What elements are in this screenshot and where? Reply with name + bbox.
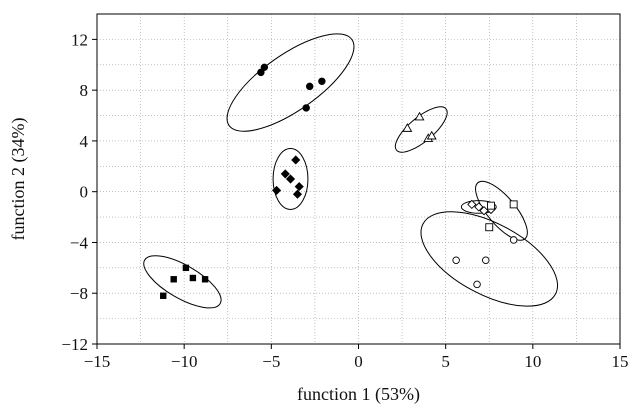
cluster-ellipses	[143, 33, 559, 309]
y-tick-label: −4	[70, 233, 89, 252]
x-tick-label: −10	[171, 352, 198, 371]
cluster-ellipse-open-circle	[420, 211, 559, 307]
cluster-ellipse-filled-diamond	[272, 148, 309, 210]
y-tick-label: 8	[80, 81, 89, 100]
cluster-ellipse-open-square	[475, 180, 528, 241]
data-point-open-circle	[482, 256, 490, 264]
data-point-open-diamond	[467, 199, 477, 210]
data-point-filled-diamond	[291, 155, 301, 165]
data-point-filled-square	[170, 276, 177, 283]
data-point-open-circle	[509, 236, 518, 244]
y-axis-title: function 2 (34%)	[8, 118, 29, 241]
x-axis-title: function 1 (53%)	[297, 384, 420, 405]
data-point-open-triangle	[426, 130, 437, 140]
data-point-filled-circle	[260, 63, 269, 72]
data-point-filled-square	[182, 264, 190, 272]
grid	[97, 14, 620, 344]
cluster-ellipse-filled-circle	[226, 33, 355, 132]
data-point-filled-square	[189, 274, 197, 282]
ticks: −15 −10 −5 0 5 10 15 −12 −8 −4 0 4 8 12	[61, 30, 628, 371]
x-tick-label: −15	[84, 352, 111, 371]
data-point-filled-circle	[318, 77, 326, 85]
data-point-filled-diamond	[294, 182, 304, 192]
data-point-open-square	[485, 223, 494, 232]
cluster-ellipse-open-triangle	[394, 106, 448, 153]
data-point-filled-circle	[257, 68, 265, 77]
y-tick-label: 0	[80, 183, 89, 202]
data-point-filled-circle	[305, 82, 314, 91]
data-point-filled-diamond	[271, 185, 282, 195]
data-point-open-square	[509, 200, 518, 209]
x-tick-label: 15	[612, 352, 629, 371]
x-tick-label: 10	[524, 352, 541, 371]
y-tick-label: 12	[71, 30, 88, 49]
data-point-open-triangle	[402, 123, 413, 132]
y-tick-label: −8	[70, 284, 88, 303]
data-point-filled-square	[201, 276, 209, 283]
data-points	[160, 63, 518, 299]
data-point-open-triangle	[414, 111, 425, 121]
y-tick-label: −12	[61, 335, 88, 354]
cluster-ellipse-filled-square	[143, 255, 222, 309]
data-point-filled-diamond	[292, 189, 303, 199]
data-point-open-circle	[452, 256, 460, 264]
y-tick-label: 4	[80, 132, 89, 151]
data-point-filled-diamond	[280, 169, 290, 179]
data-point-filled-circle	[302, 104, 310, 112]
x-tick-label: −5	[262, 352, 280, 371]
x-tick-label: 5	[441, 352, 450, 371]
data-point-filled-diamond	[285, 174, 296, 184]
data-point-open-diamond	[474, 202, 484, 212]
x-tick-label: 0	[354, 352, 363, 371]
data-point-open-circle	[473, 280, 481, 289]
data-point-open-square	[487, 201, 495, 210]
data-point-filled-square	[160, 292, 167, 299]
